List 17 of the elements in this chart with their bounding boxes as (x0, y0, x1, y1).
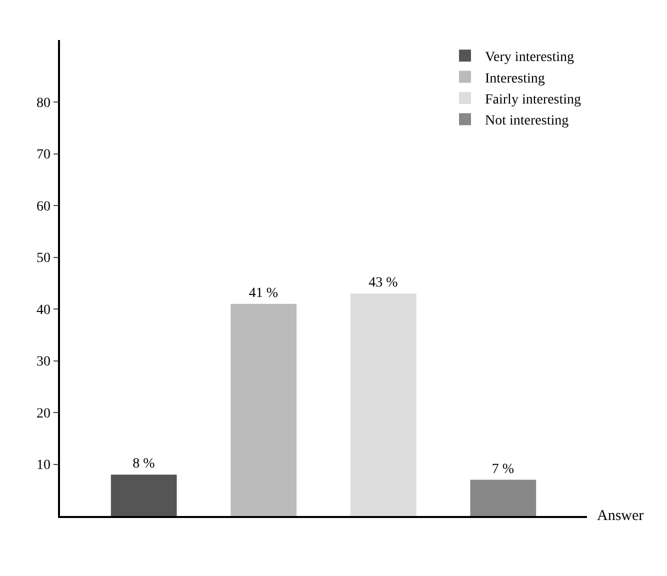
y-tick-label: 70 (36, 148, 50, 163)
y-tick-label: 40 (36, 302, 50, 318)
x-axis-title: Answer (597, 508, 644, 524)
data-label: 7 % (492, 462, 514, 477)
data-label: 8 % (132, 456, 156, 472)
y-tick-label: 30 (36, 354, 50, 370)
legend-label: Fairly interesting (485, 92, 582, 108)
data-label: 43 % (368, 276, 398, 291)
y-tick-label: 60 (36, 199, 50, 214)
data-label: 41 % (248, 286, 278, 301)
legend-label: Interesting (485, 71, 545, 86)
y-tick-label: 50 (36, 251, 50, 266)
y-tick-label: 20 (36, 406, 50, 422)
y-tick-label: 80 (36, 96, 50, 111)
y-tick-label: 10 (36, 458, 50, 474)
legend-label: Very interesting (485, 50, 574, 66)
legend-label: Not interesting (485, 114, 569, 129)
